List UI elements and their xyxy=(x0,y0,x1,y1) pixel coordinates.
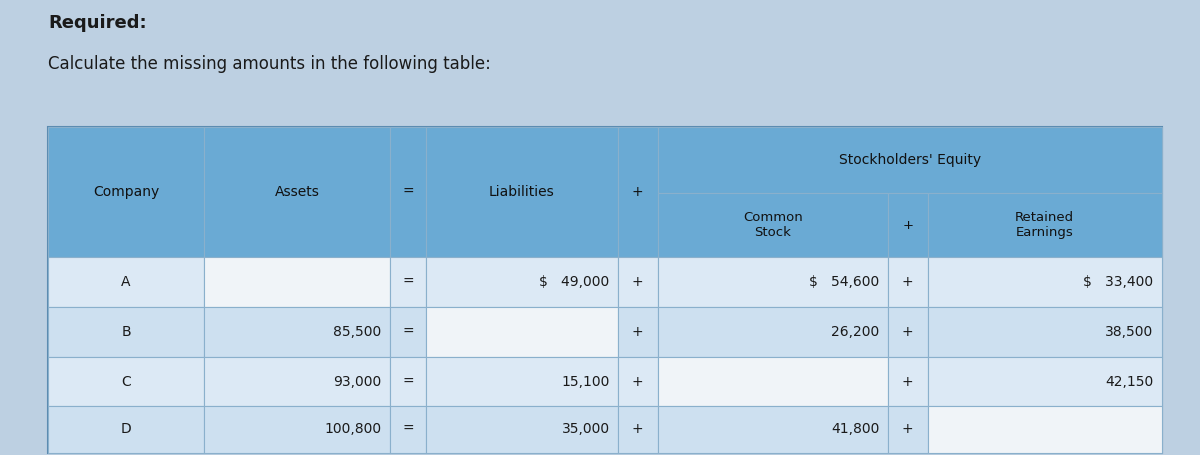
Text: Liabilities: Liabilities xyxy=(490,185,554,199)
Text: Common
Stock: Common Stock xyxy=(743,211,803,239)
Text: C: C xyxy=(121,374,131,389)
Bar xyxy=(928,307,1162,357)
Text: 41,800: 41,800 xyxy=(832,422,880,436)
Text: 26,200: 26,200 xyxy=(832,325,880,339)
Text: +: + xyxy=(632,325,643,339)
Text: Required:: Required: xyxy=(48,14,146,32)
Text: 93,000: 93,000 xyxy=(334,374,382,389)
Bar xyxy=(658,193,888,257)
Text: =: = xyxy=(402,422,414,436)
Bar xyxy=(48,307,204,357)
Text: +: + xyxy=(902,219,913,232)
Text: Stockholders' Equity: Stockholders' Equity xyxy=(839,153,980,167)
Bar xyxy=(48,406,204,453)
Text: =: = xyxy=(402,185,414,199)
Bar xyxy=(426,257,618,307)
Bar xyxy=(204,406,390,453)
Text: =: = xyxy=(402,325,414,339)
Bar xyxy=(928,406,1162,453)
Text: +: + xyxy=(902,325,913,339)
Text: +: + xyxy=(632,374,643,389)
Bar xyxy=(888,257,928,307)
Text: +: + xyxy=(632,185,643,199)
Text: 100,800: 100,800 xyxy=(324,422,382,436)
Bar xyxy=(928,357,1162,406)
Bar xyxy=(390,406,426,453)
Bar xyxy=(48,127,204,257)
Bar xyxy=(426,357,618,406)
Text: D: D xyxy=(121,422,131,436)
Text: 35,000: 35,000 xyxy=(562,422,610,436)
Bar xyxy=(888,307,928,357)
Text: A: A xyxy=(121,275,131,289)
Bar xyxy=(390,257,426,307)
Text: B: B xyxy=(121,325,131,339)
Bar xyxy=(426,307,618,357)
Bar xyxy=(204,127,390,257)
Bar xyxy=(618,307,658,357)
Text: =: = xyxy=(402,374,414,389)
Bar xyxy=(204,357,390,406)
Bar xyxy=(204,257,390,307)
Bar xyxy=(618,257,658,307)
Bar xyxy=(390,307,426,357)
Text: Retained
Earnings: Retained Earnings xyxy=(1015,211,1074,239)
Bar xyxy=(928,257,1162,307)
Bar xyxy=(426,127,618,257)
Text: $   49,000: $ 49,000 xyxy=(539,275,610,289)
Text: 42,150: 42,150 xyxy=(1105,374,1153,389)
Bar xyxy=(658,257,888,307)
Text: +: + xyxy=(902,422,913,436)
Bar xyxy=(658,357,888,406)
Bar xyxy=(48,257,204,307)
Bar xyxy=(390,357,426,406)
Text: 38,500: 38,500 xyxy=(1105,325,1153,339)
Bar xyxy=(48,127,1162,453)
Bar xyxy=(928,193,1162,257)
Text: Company: Company xyxy=(92,185,160,199)
Bar xyxy=(618,357,658,406)
Bar xyxy=(658,406,888,453)
Text: +: + xyxy=(632,422,643,436)
Bar xyxy=(48,357,204,406)
Bar xyxy=(390,127,426,257)
Bar xyxy=(658,307,888,357)
Text: $   54,600: $ 54,600 xyxy=(809,275,880,289)
Bar xyxy=(618,406,658,453)
Text: 85,500: 85,500 xyxy=(334,325,382,339)
Text: Calculate the missing amounts in the following table:: Calculate the missing amounts in the fol… xyxy=(48,55,491,73)
Bar xyxy=(618,127,658,257)
Bar xyxy=(658,127,1162,193)
Text: +: + xyxy=(902,275,913,289)
Bar xyxy=(888,357,928,406)
Text: +: + xyxy=(902,374,913,389)
Bar xyxy=(888,406,928,453)
Bar xyxy=(426,406,618,453)
Text: +: + xyxy=(632,275,643,289)
Bar xyxy=(204,307,390,357)
Text: Assets: Assets xyxy=(275,185,319,199)
Text: =: = xyxy=(402,275,414,289)
Text: $   33,400: $ 33,400 xyxy=(1084,275,1153,289)
Text: 15,100: 15,100 xyxy=(562,374,610,389)
Bar xyxy=(888,193,928,257)
